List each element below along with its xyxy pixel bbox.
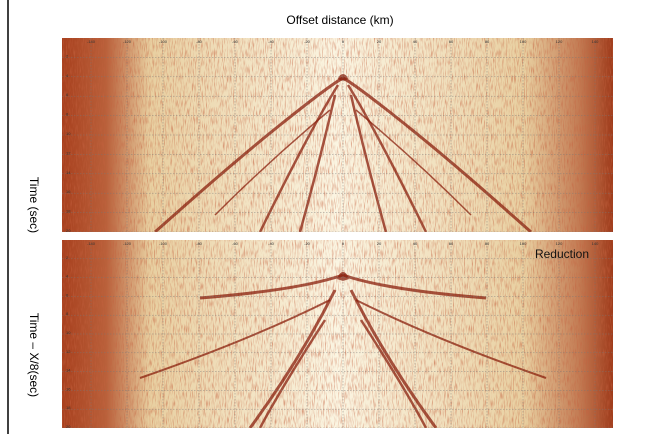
x-tick-label: 100 — [520, 241, 527, 246]
y-tick-label: 18 — [66, 209, 71, 214]
y-tick-label: 6 — [66, 292, 69, 297]
x-tick-label: -20 — [304, 39, 311, 44]
x-tick-label: -120 — [123, 39, 132, 44]
x-tick-label: 120 — [556, 39, 563, 44]
x-tick-label: 60 — [449, 241, 454, 246]
y-tick-label: 8 — [66, 311, 69, 316]
y-tick-label: 4 — [66, 73, 69, 78]
y-axis-label: Time (sec) — [27, 177, 41, 233]
y-axis-label: Time – X/8(sec) — [27, 313, 41, 397]
y-tick-label: 14 — [66, 170, 71, 175]
x-tick-label: -140 — [87, 241, 96, 246]
x-tick-label: 0 — [342, 241, 345, 246]
y-tick-label: 2 — [66, 53, 69, 58]
y-tick-label: 2 — [66, 255, 69, 260]
x-tick-label: 80 — [485, 39, 490, 44]
x-tick-label: -60 — [232, 39, 239, 44]
y-tick-label: 20 — [66, 228, 71, 233]
y-tick-label: 6 — [66, 92, 69, 97]
x-tick-label: -80 — [196, 241, 203, 246]
y-tick-label: 4 — [66, 274, 69, 279]
x-tick-label: -80 — [196, 39, 203, 44]
y-tick-label: 12 — [66, 150, 71, 155]
x-tick-label: 60 — [449, 39, 454, 44]
panel — [62, 38, 613, 232]
x-tick-label: -60 — [232, 241, 239, 246]
y-tick-label: 14 — [66, 368, 71, 373]
x-tick-label: 140 — [592, 241, 599, 246]
y-tick-label: 16 — [66, 189, 71, 194]
y-tick-label: 12 — [66, 349, 71, 354]
x-tick-label: 20 — [377, 241, 382, 246]
y-tick-label: 10 — [66, 330, 71, 335]
x-tick-label: -20 — [304, 241, 311, 246]
y-tick-label: 8 — [66, 112, 69, 117]
x-tick-label: 140 — [592, 39, 599, 44]
x-tick-label: -100 — [159, 241, 168, 246]
annotation: Reduction — [535, 247, 589, 261]
x-axis-label: Offset distance (km) — [286, 13, 393, 27]
y-tick-label: 16 — [66, 386, 71, 391]
x-tick-label: -140 — [87, 39, 96, 44]
y-tick-label: 20 — [66, 424, 71, 429]
y-tick-label: 10 — [66, 131, 71, 136]
x-tick-label: 40 — [413, 241, 418, 246]
x-tick-label: 40 — [413, 39, 418, 44]
x-tick-label: 100 — [520, 39, 527, 44]
x-tick-label: 120 — [556, 241, 563, 246]
x-tick-label: -40 — [268, 241, 275, 246]
y-tick-label: 18 — [66, 405, 71, 410]
x-tick-label: -100 — [159, 39, 168, 44]
x-tick-label: -120 — [123, 241, 132, 246]
x-tick-label: 20 — [377, 39, 382, 44]
x-tick-label: 80 — [485, 241, 490, 246]
x-tick-label: 0 — [342, 39, 345, 44]
panel — [62, 240, 613, 428]
x-tick-label: -40 — [268, 39, 275, 44]
